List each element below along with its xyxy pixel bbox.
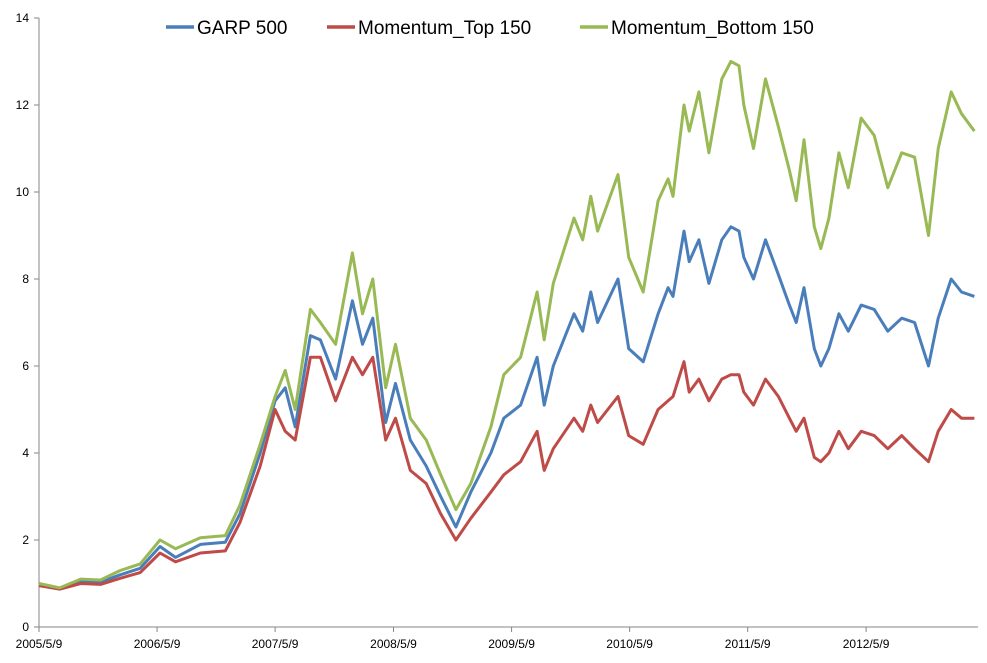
x-tick-label: 2008/5/9 xyxy=(370,637,417,651)
x-tick-label: 2006/5/9 xyxy=(134,637,181,651)
y-tick-label: 14 xyxy=(16,11,30,25)
x-tick-label: 2011/5/9 xyxy=(725,637,771,651)
x-tick-label: 2009/5/9 xyxy=(488,637,535,651)
legend-label: Momentum_Bottom 150 xyxy=(611,18,814,39)
series-line-0 xyxy=(38,225,975,591)
series-line-2 xyxy=(38,60,976,590)
y-tick-label: 2 xyxy=(22,533,29,547)
legend: GARP 500 Momentum_Top 150 Momentum_Bottom … xyxy=(166,18,814,39)
y-tick-label: 6 xyxy=(22,359,29,373)
y-tick-label: 12 xyxy=(16,98,30,112)
x-tick-label: 2010/5/9 xyxy=(606,637,653,651)
axes: 0 2 4 6 8 10 12 14 2005/5/9 2006/5/9 2007/5/9 2008/… xyxy=(16,11,978,651)
x-tick-label: 2012/5/9 xyxy=(843,637,890,651)
legend-item-2: Momentum_Bottom 150 xyxy=(580,18,814,39)
legend-label: Momentum_Top 150 xyxy=(358,18,531,39)
y-tick-label: 10 xyxy=(16,185,30,199)
y-tick-label: 8 xyxy=(22,272,29,286)
series-line-1 xyxy=(38,355,975,591)
legend-item-1: Momentum_Top 150 xyxy=(327,18,531,39)
legend-label: GARP 500 xyxy=(197,18,287,39)
series-lines xyxy=(38,60,976,591)
x-tick-label: 2005/5/9 xyxy=(16,637,63,651)
y-tick-label: 0 xyxy=(22,620,29,634)
legend-item-0: GARP 500 xyxy=(166,18,287,39)
x-tick-label: 2007/5/9 xyxy=(252,637,299,651)
y-tick-label: 4 xyxy=(22,446,29,460)
